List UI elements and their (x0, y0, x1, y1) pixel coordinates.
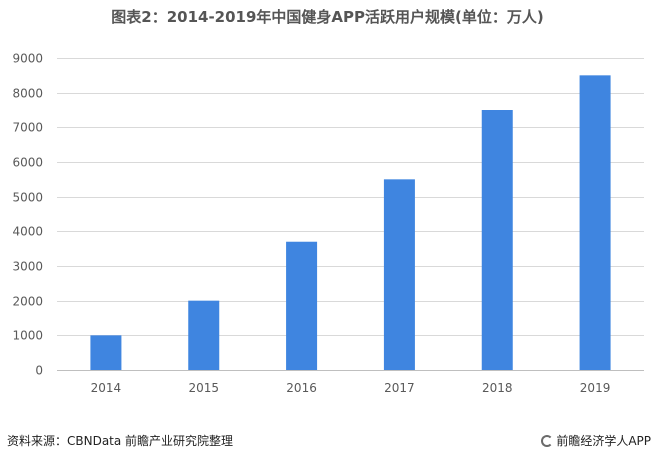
bar (188, 300, 220, 370)
bar (579, 75, 611, 370)
y-tick-label: 7000 (12, 121, 43, 135)
x-tick-label: 2019 (580, 381, 611, 395)
y-tick-label: 4000 (12, 225, 43, 239)
y-tick-label: 0 (35, 364, 43, 378)
y-tick-label: 9000 (12, 52, 43, 66)
brand-logo-icon (541, 434, 554, 447)
x-tick-label: 2016 (286, 381, 317, 395)
bar (481, 110, 513, 370)
bar (90, 335, 122, 370)
y-tick-label: 3000 (12, 260, 43, 274)
x-tick-label: 2014 (91, 381, 122, 395)
brand-label: 前瞻经济学人APP (541, 432, 651, 449)
bar (286, 241, 318, 370)
y-tick-label: 1000 (12, 329, 43, 343)
chart-title: 图表2：2014-2019年中国健身APP活跃用户规模(单位：万人) (111, 8, 544, 26)
x-tick-label: 2017 (384, 381, 415, 395)
y-tick-label: 5000 (12, 191, 43, 205)
source-note: 资料来源：CBNData 前瞻产业研究院整理 (7, 434, 234, 448)
x-tick-label: 2018 (482, 381, 513, 395)
brand-text: 前瞻经济学人APP (556, 434, 651, 448)
x-tick-label: 2015 (188, 381, 219, 395)
bar (383, 179, 415, 370)
y-tick-label: 6000 (12, 156, 43, 170)
y-tick-label: 8000 (12, 87, 43, 101)
y-tick-label: 2000 (12, 295, 43, 309)
